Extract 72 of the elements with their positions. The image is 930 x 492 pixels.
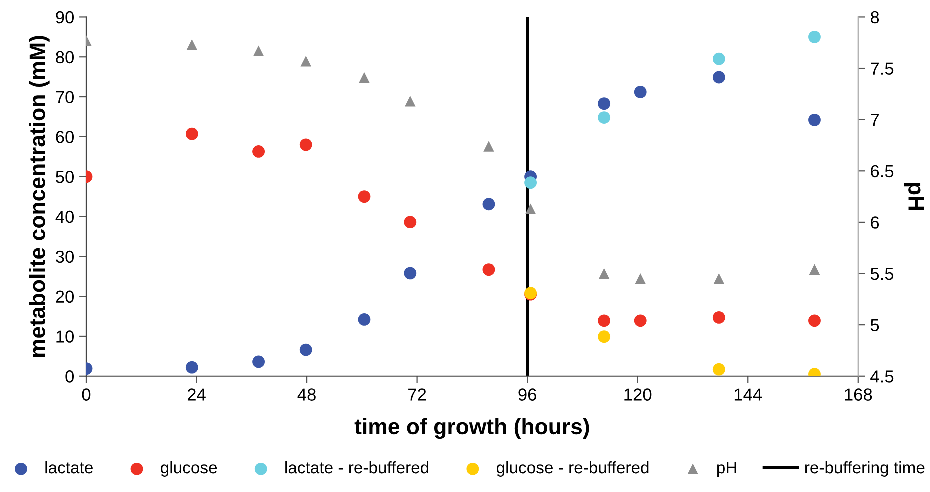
point (634, 314, 647, 328)
legend-label: glucose (161, 461, 218, 477)
point (186, 361, 198, 374)
point (404, 267, 417, 280)
y-tick-label: 50 (56, 171, 74, 184)
point (300, 56, 312, 67)
point (712, 363, 726, 376)
point (712, 71, 726, 84)
legend-label: lactate - re-buffered (286, 461, 429, 474)
point (808, 314, 821, 328)
x-tick-label: 168 (845, 388, 872, 401)
x-tick-label: 0 (82, 388, 91, 401)
point (252, 145, 265, 158)
y-tick-label: 10 (56, 330, 74, 343)
y2-tick-label: 7 (871, 114, 879, 126)
x-tick-label: 48 (298, 388, 316, 401)
y-tick-label: 70 (56, 91, 74, 104)
y-axis-title: metabolite concentration (mM) (29, 36, 50, 358)
point (300, 138, 312, 152)
point (482, 264, 496, 276)
point (484, 141, 494, 152)
point (808, 114, 821, 126)
point (598, 314, 611, 328)
y-tick-label: 30 (56, 250, 74, 264)
point (253, 46, 264, 56)
point (598, 98, 611, 110)
y-tick-label: 20 (56, 290, 74, 304)
point (186, 40, 198, 50)
point (482, 198, 496, 211)
x-tick-label: 72 (408, 388, 426, 401)
point (714, 274, 725, 284)
point (358, 190, 371, 204)
point (712, 312, 726, 324)
y2-tick-label: 6.5 (871, 165, 894, 178)
y2-tick-label: 8 (870, 11, 880, 24)
point (598, 330, 611, 344)
y2-axis-title: pH (904, 183, 924, 210)
point (634, 86, 647, 98)
point (809, 264, 820, 276)
y2-tick-label: 5 (870, 319, 880, 332)
y2-tick-label: 6 (871, 216, 880, 229)
y2-tick-label: 5.5 (870, 268, 894, 280)
y-tick-label: 90 (56, 11, 74, 24)
point (598, 112, 611, 124)
point (524, 176, 538, 190)
point (598, 268, 610, 280)
x-tick-label: 144 (734, 388, 762, 401)
y-tick-label: 80 (56, 51, 74, 64)
point (405, 96, 416, 107)
y-tick-label: 0 (66, 370, 74, 383)
point (252, 356, 265, 368)
point (635, 274, 646, 284)
point (359, 72, 370, 84)
x-tick-label: 96 (518, 388, 536, 401)
legend-label: glucose - re-buffered (496, 461, 649, 477)
legend-label: re-buffering time (805, 461, 925, 477)
y-tick-label: 60 (56, 131, 74, 144)
point (712, 52, 726, 66)
legend-label: lactate (46, 461, 93, 474)
point (525, 204, 536, 214)
point (358, 314, 371, 326)
x-tick-label: 120 (624, 388, 652, 401)
point (404, 216, 417, 229)
y2-tick-label: 7.5 (871, 62, 894, 75)
legend-label: pH (717, 462, 736, 477)
y-tick-label: 40 (56, 210, 74, 224)
y2-tick-label: 4.5 (870, 370, 894, 383)
point (186, 128, 198, 140)
point (300, 344, 312, 356)
x-axis-title: time of growth (hours) (354, 418, 590, 440)
point (808, 30, 821, 44)
x-tick-label: 24 (188, 388, 206, 401)
